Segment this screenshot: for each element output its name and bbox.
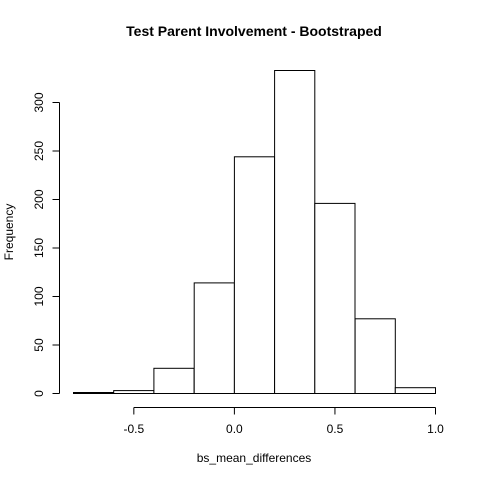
histogram-bar: [354, 318, 396, 394]
chart-title: Test Parent Involvement - Bootstraped: [126, 23, 382, 39]
y-tick-label: 200: [32, 189, 46, 209]
y-tick-label: 0: [32, 390, 46, 397]
y-tick-label: 300: [32, 92, 46, 112]
histogram-bar: [274, 70, 316, 394]
y-tick-label: 150: [32, 238, 46, 258]
x-tick-label: 1.0: [427, 422, 444, 436]
histogram-bar: [73, 392, 115, 394]
x-axis: -0.5 0.0 0.5 1.0: [123, 407, 444, 436]
y-axis-label: Frequency: [2, 204, 16, 261]
histogram-bar: [233, 156, 276, 394]
histogram-bar: [394, 387, 436, 395]
x-tick-label: 0.0: [226, 422, 243, 436]
y-tick-label: 100: [32, 286, 46, 306]
x-tick-label: 0.5: [327, 422, 344, 436]
y-tick-label: 50: [32, 338, 46, 352]
histogram-bar: [153, 367, 195, 394]
histogram-bar: [113, 390, 155, 395]
histogram-bar: [314, 202, 356, 394]
x-tick-label: -0.5: [123, 422, 144, 436]
y-tick-label: 250: [32, 141, 46, 161]
histogram-bars: [73, 70, 436, 395]
x-axis-label: bs_mean_differences: [197, 451, 312, 465]
histogram-bar: [193, 282, 235, 394]
y-axis: 0 50 100 150 200 250 300: [32, 92, 60, 397]
